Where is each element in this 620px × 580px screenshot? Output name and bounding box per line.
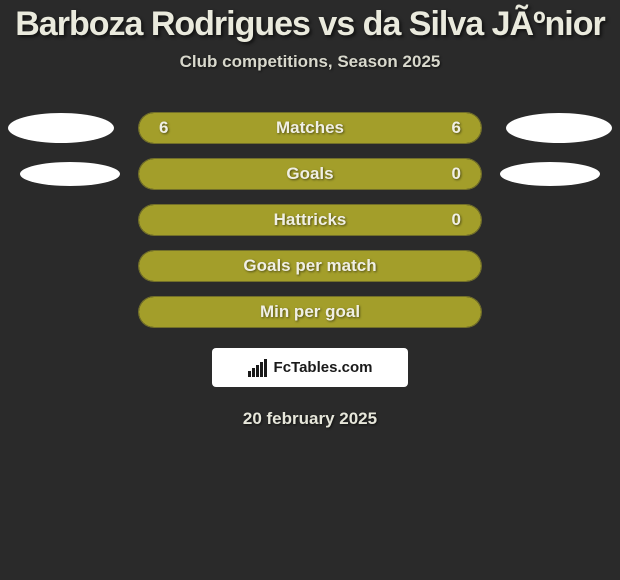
player-right-marker bbox=[506, 113, 612, 143]
bar-fill bbox=[139, 297, 481, 327]
bars-icon bbox=[248, 359, 270, 377]
player-left-marker bbox=[8, 113, 114, 143]
stat-bar: 66Matches bbox=[138, 112, 482, 144]
stat-bar: 0Hattricks bbox=[138, 204, 482, 236]
stat-row: 0Hattricks bbox=[0, 204, 620, 236]
bar-fill bbox=[139, 251, 481, 281]
bar-fill bbox=[139, 205, 481, 235]
stat-row: 0Goals bbox=[0, 158, 620, 190]
page-title: Barboza Rodrigues vs da Silva JÃºnior bbox=[0, 5, 620, 44]
stat-rows: 66Matches0Goals0HattricksGoals per match… bbox=[0, 112, 620, 328]
bar-fill bbox=[139, 159, 481, 189]
stat-row: Min per goal bbox=[0, 296, 620, 328]
footer-date: 20 february 2025 bbox=[0, 409, 620, 429]
stat-bar: Goals per match bbox=[138, 250, 482, 282]
stat-value-right: 6 bbox=[452, 118, 461, 138]
subtitle: Club competitions, Season 2025 bbox=[0, 52, 620, 72]
attribution-badge: FcTables.com bbox=[212, 348, 408, 387]
comparison-card: Barboza Rodrigues vs da Silva JÃºnior Cl… bbox=[0, 0, 620, 429]
stat-bar: Min per goal bbox=[138, 296, 482, 328]
attribution-text: FcTables.com bbox=[274, 359, 373, 376]
stat-bar: 0Goals bbox=[138, 158, 482, 190]
stat-value-right: 0 bbox=[452, 210, 461, 230]
player-left-marker bbox=[20, 162, 120, 186]
player-right-marker bbox=[500, 162, 600, 186]
stat-row: 66Matches bbox=[0, 112, 620, 144]
stat-row: Goals per match bbox=[0, 250, 620, 282]
stat-value-left: 6 bbox=[159, 118, 168, 138]
stat-value-right: 0 bbox=[452, 164, 461, 184]
